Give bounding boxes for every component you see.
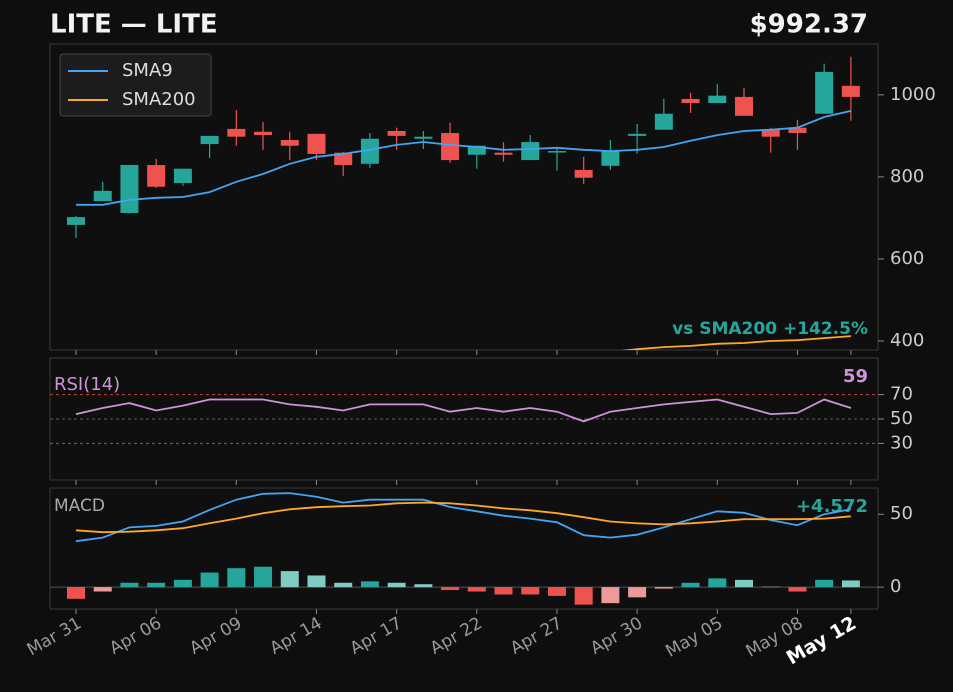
rsi-label: RSI(14) [54, 374, 120, 395]
histogram-bar [360, 581, 379, 588]
candle-body [387, 130, 406, 136]
histogram-bar [93, 587, 112, 592]
histogram-bar [120, 582, 139, 588]
candle-body [67, 217, 85, 225]
rsi-line [75, 398, 852, 423]
candle-body [654, 113, 673, 130]
candle-body [441, 133, 460, 161]
candle-body [841, 85, 860, 97]
candle-body [628, 133, 647, 136]
y-tick-label: 400 [890, 330, 924, 351]
candle-body [227, 128, 246, 137]
candle-body [761, 129, 780, 137]
histogram-bar [494, 587, 513, 595]
y-tick-label: 0 [890, 576, 901, 597]
candle-body [254, 131, 273, 136]
candle-body [547, 151, 566, 153]
histogram-bar [601, 587, 620, 604]
y-tick-label: 1000 [890, 84, 936, 105]
sma-lines [76, 110, 852, 350]
histogram-bar [654, 587, 673, 589]
candle-body [494, 152, 513, 155]
macd-value: +4.572 [796, 496, 868, 517]
candle-body [120, 165, 139, 213]
candle-body [681, 98, 700, 104]
histogram-bar [628, 587, 647, 598]
candle-body [414, 136, 433, 139]
legend-label: SMA9 [122, 60, 173, 81]
chart-title: LITE — LITE [50, 10, 218, 40]
histogram-bar [735, 579, 753, 588]
histogram-bar [387, 582, 406, 588]
histogram-bar [841, 580, 860, 588]
candle-body [521, 142, 540, 161]
histogram-bar [67, 587, 85, 599]
macd-line [75, 492, 852, 543]
y-tick-label: 30 [890, 432, 913, 453]
candle-body [708, 95, 727, 104]
histogram-bar [147, 582, 166, 588]
candle-body [467, 145, 486, 155]
histogram-bar [200, 572, 219, 588]
histogram-bar [521, 587, 540, 595]
candle-body [360, 138, 379, 164]
y-tick-label: 800 [890, 166, 924, 187]
annotation: vs SMA200 +142.5% [672, 319, 868, 339]
macd-line [75, 501, 851, 534]
histogram-bar [681, 582, 700, 588]
histogram-bar [815, 579, 834, 588]
candle-body [307, 133, 326, 154]
y-tick-label: 600 [890, 248, 924, 269]
histogram-bar [414, 584, 433, 588]
candle-body [815, 71, 834, 114]
y-tick-label: 50 [890, 408, 913, 429]
candle-body [280, 139, 299, 146]
candle-body [574, 169, 593, 178]
histogram-bar [708, 578, 727, 588]
histogram-bar [307, 575, 326, 588]
histogram-bar [280, 571, 299, 588]
y-tick-label: 50 [890, 503, 913, 524]
histogram-bar [547, 587, 566, 596]
rsi-value: 59 [843, 366, 868, 387]
histogram-bar [788, 587, 807, 592]
histogram-bar [227, 568, 246, 588]
macd-label: MACD [54, 496, 105, 516]
candle-body [93, 190, 112, 202]
histogram-bar [574, 587, 593, 605]
candle-body [200, 135, 219, 145]
sma-line [621, 335, 851, 350]
y-tick-label: 70 [890, 384, 913, 405]
price: $992.37 [750, 10, 868, 40]
candle-body [173, 168, 192, 184]
histogram-bar [254, 566, 273, 588]
sma-line [76, 110, 852, 206]
legend-label: SMA200 [122, 89, 196, 110]
histogram-bar [173, 579, 192, 588]
candle-body [601, 151, 620, 166]
histogram-bar [467, 587, 486, 592]
candle-body [788, 127, 807, 134]
candle-body [147, 165, 166, 187]
histogram-bar [441, 587, 460, 591]
macd-panel [49, 487, 879, 610]
candle-body [334, 152, 353, 166]
histogram-bar [334, 582, 353, 588]
candle-body [735, 96, 753, 116]
